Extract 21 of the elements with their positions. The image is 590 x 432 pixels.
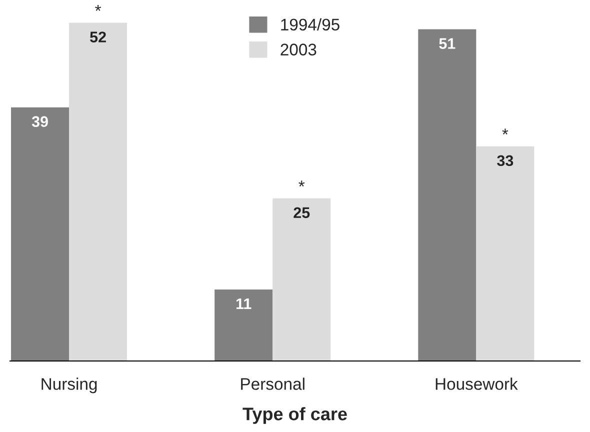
data-label: 11 [236, 298, 252, 309]
bar [11, 107, 70, 361]
data-label: 52 [90, 32, 106, 42]
x-tick-label: Personal [241, 378, 304, 390]
annotation: * [298, 180, 305, 187]
bar [69, 22, 128, 361]
x-axis-title: Type of care [242, 407, 347, 424]
annotation: * [502, 128, 508, 134]
legend-label: 1994/95 [281, 18, 340, 31]
x-tick-label: Housework [436, 378, 518, 390]
bar [418, 29, 476, 361]
data-label: 33 [497, 155, 514, 166]
data-label: 25 [294, 207, 310, 218]
bar [214, 289, 273, 361]
data-label: 39 [32, 116, 48, 128]
legend-label: 2003 [280, 44, 316, 56]
data-label: 51 [439, 38, 456, 49]
bar [272, 198, 331, 361]
annotation: * [95, 5, 102, 11]
bar [476, 146, 534, 361]
x-tick-label: Nursing [42, 378, 97, 394]
